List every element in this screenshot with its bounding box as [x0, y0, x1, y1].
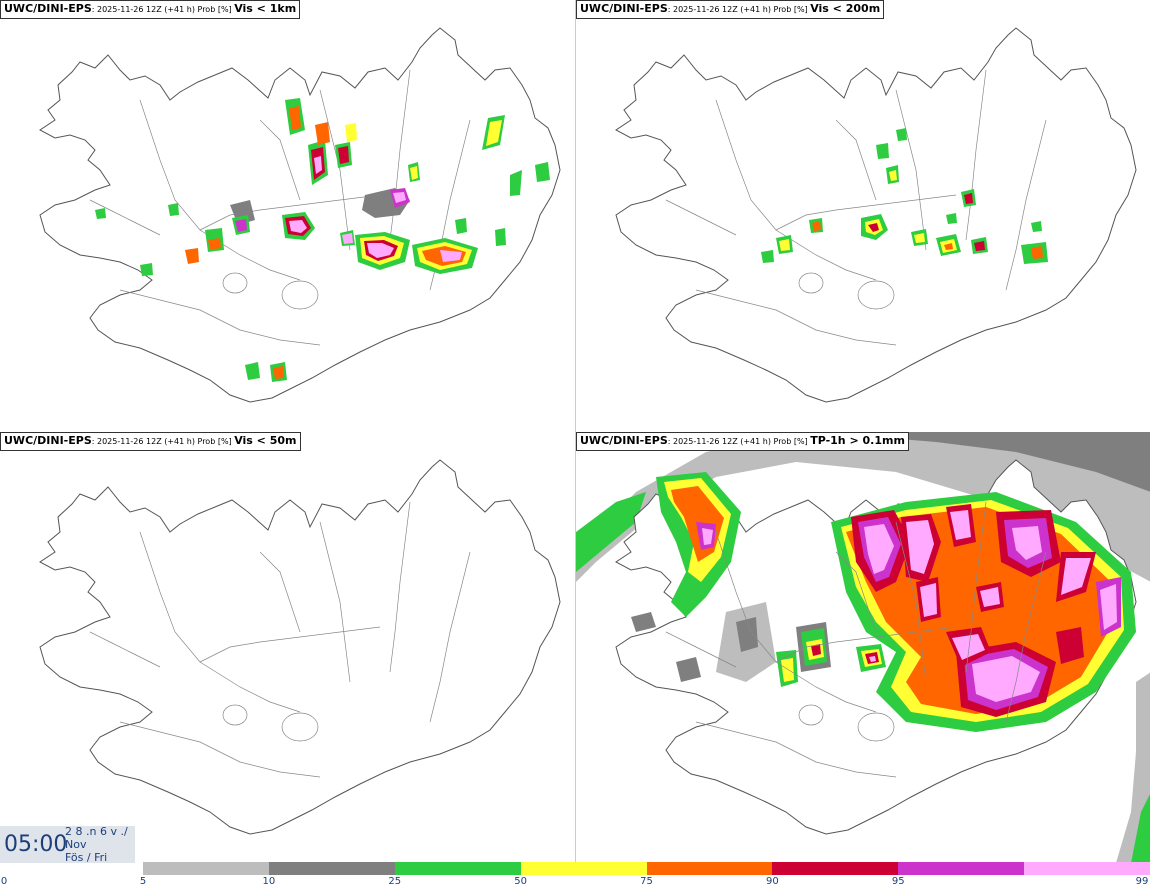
colorbar-tick-label: 95 — [891, 876, 905, 887]
panel-divider — [575, 0, 576, 862]
model-name: UWC/DINI-EPS — [4, 434, 92, 447]
valid-date-line-2: Nov — [65, 838, 87, 851]
map-panel-vis-50m: UWC/DINI-EPS: 2025-11-26 12Z (+41 h) Pro… — [0, 432, 575, 863]
panel-title: UWC/DINI-EPS: 2025-11-26 12Z (+41 h) Pro… — [576, 0, 885, 19]
colorbar-segment — [772, 862, 899, 875]
colorbar-tick-label: 5 — [139, 876, 147, 887]
valid-date-line-3: Fös / Fri — [65, 851, 108, 864]
run-meta: : 2025-11-26 12Z (+41 h) Prob [%] — [91, 437, 235, 446]
colorbar-tick-label: 75 — [640, 876, 653, 887]
colorbar-segment — [394, 862, 521, 875]
valid-date-line-1: 2 8 .n 6 v ./ — [65, 825, 128, 838]
map-panel-vis-1km: UWC/DINI-EPS: 2025-11-26 12Z (+41 h) Pro… — [0, 0, 575, 431]
map-vis-50m — [39, 459, 561, 835]
colorbar-tick-label: 90 — [766, 876, 779, 887]
colorbar-tick-label: 10 — [262, 876, 276, 887]
probability-blobs — [95, 98, 550, 382]
colorbar-segment — [143, 862, 269, 875]
variable-name: TP-1h > 0.1mm — [810, 434, 905, 447]
colorbar-tick-label: 50 — [514, 876, 527, 887]
panel-title: UWC/DINI-EPS: 2025-11-26 12Z (+41 h) Pro… — [0, 0, 301, 19]
probability-blobs — [761, 128, 1048, 264]
model-name: UWC/DINI-EPS — [4, 2, 92, 15]
run-meta: : 2025-11-26 12Z (+41 h) Prob [%] — [667, 5, 811, 14]
colorbar-ticks: 0 5 10 25 50 75 90 95 99 — [0, 876, 1150, 890]
colorbar-segment — [646, 862, 773, 875]
colorbar-segment — [268, 862, 395, 875]
variable-name: Vis < 50m — [234, 434, 297, 447]
colorbar-tick-label: 99 — [1135, 876, 1149, 887]
map-panel-precip: UWC/DINI-EPS: 2025-11-26 12Z (+41 h) Pro… — [576, 432, 1150, 863]
colorbar-tick-label: 0 — [0, 876, 8, 887]
map-precip — [576, 432, 1150, 863]
valid-time-box: 05:00 2 8 .n 6 v ./ Nov Fös / Fri — [0, 825, 135, 864]
model-name: UWC/DINI-EPS — [580, 434, 668, 447]
model-name: UWC/DINI-EPS — [580, 2, 668, 15]
probability-blobs — [631, 472, 1136, 732]
colorbar-tick-label: 25 — [388, 876, 402, 887]
run-meta: : 2025-11-26 12Z (+41 h) Prob [%] — [667, 437, 811, 446]
map-panel-vis-200m: UWC/DINI-EPS: 2025-11-26 12Z (+41 h) Pro… — [576, 0, 1150, 431]
colorbar-segment — [1024, 862, 1150, 875]
run-meta: : 2025-11-26 12Z (+41 h) Prob [%] — [91, 5, 235, 14]
map-vis-1km — [39, 27, 561, 403]
colorbar-segment — [898, 862, 1025, 875]
variable-name: Vis < 200m — [810, 2, 881, 15]
probability-colorbar — [143, 862, 1150, 875]
colorbar-segment — [520, 862, 647, 875]
valid-time: 05:00 — [4, 832, 68, 857]
panel-title: UWC/DINI-EPS: 2025-11-26 12Z (+41 h) Pro… — [576, 432, 909, 451]
panel-title: UWC/DINI-EPS: 2025-11-26 12Z (+41 h) Pro… — [0, 432, 301, 451]
map-vis-200m — [615, 27, 1137, 403]
variable-name: Vis < 1km — [234, 2, 297, 15]
